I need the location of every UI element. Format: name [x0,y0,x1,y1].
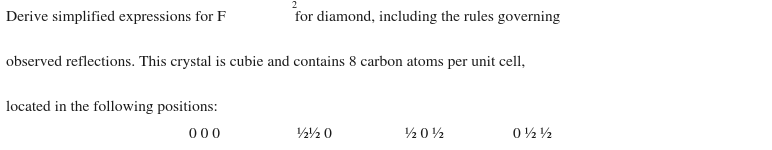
Text: located in the following positions:: located in the following positions: [6,100,218,114]
Text: ½ 0 ½: ½ 0 ½ [405,128,444,141]
Text: for diamond, including the rules governing: for diamond, including the rules governi… [291,11,560,24]
Text: 0 ½ ½: 0 ½ ½ [513,128,552,141]
Text: 0 0 0: 0 0 0 [189,128,220,141]
Text: observed reflections. This crystal is cubie and contains 8 carbon atoms per unit: observed reflections. This crystal is cu… [6,56,526,69]
Text: Derive simplified expressions for F: Derive simplified expressions for F [6,11,226,24]
Text: 2: 2 [291,1,296,10]
Text: ½½ 0: ½½ 0 [297,128,332,141]
